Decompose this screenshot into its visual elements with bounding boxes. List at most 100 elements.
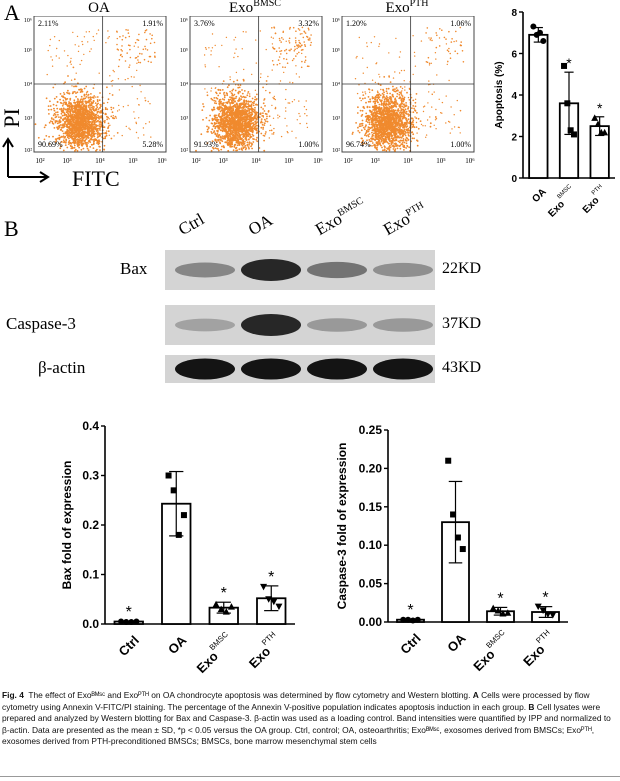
caption-divider [0, 776, 620, 777]
x-category-sup: BMSC [484, 627, 507, 650]
blot-strip [165, 355, 435, 383]
y-axis-label: Bax fold of expression [60, 461, 74, 590]
y-tick-label: 6 [511, 50, 517, 61]
x-category-main: OA [531, 187, 549, 205]
x-category-main: Exo [520, 641, 548, 669]
x-category-label: ExoBMSC [467, 627, 513, 673]
flow-plot-title: ExoPTH [332, 0, 482, 17]
data-point [222, 608, 230, 615]
data-point [265, 596, 273, 603]
x-tick-label: 10³ [218, 157, 227, 165]
data-point [414, 616, 421, 623]
x-category-label: Ctrl [115, 632, 141, 658]
data-point [504, 609, 512, 616]
significance-star: * [497, 590, 503, 607]
flow-plot-title-sup: PTH [409, 0, 429, 9]
x-category-sup: PTH [260, 629, 277, 646]
data-point [530, 23, 537, 30]
y-tick-label: 10⁵ [332, 48, 340, 54]
y-tick-label: 10⁵ [180, 48, 188, 54]
x-category-main: Exo [470, 646, 498, 674]
data-point [454, 534, 461, 541]
x-category-main: Exo [193, 648, 221, 676]
quadrant-percentage: 1.06% [450, 19, 471, 28]
y-tick-label: 10² [180, 148, 188, 154]
data-point [133, 618, 140, 625]
x-category-label: Ctrl [397, 630, 423, 656]
y-tick-label: 2 [511, 133, 517, 144]
data-point [564, 100, 571, 107]
blot-row-name: Bax [120, 259, 148, 278]
x-tick-label: 10⁴ [403, 157, 413, 165]
y-tick-label: 0.1 [82, 568, 99, 582]
data-point [540, 38, 547, 45]
quadrant-percentage: 1.20% [346, 19, 367, 28]
flow-plot-title-sup: BMSC [253, 0, 281, 9]
data-point [217, 605, 225, 613]
y-axis-label: Caspase-3 fold of expression [335, 443, 349, 610]
blot-row-name: Caspase-3 [6, 314, 76, 333]
y-tick-label: 0 [511, 174, 517, 185]
quadrant-percentage: 2.11% [38, 19, 59, 28]
x-tick-label: 10² [191, 157, 200, 165]
lane-label: ExoBMSC [312, 195, 370, 240]
quadrant-percentage: 90.69% [38, 140, 63, 149]
data-point [489, 604, 497, 612]
data-point [227, 603, 235, 610]
x-tick-label: 10² [343, 157, 352, 165]
data-point [459, 546, 466, 553]
blot-strip [165, 305, 435, 345]
x-tick-label: 10⁶ [157, 157, 167, 165]
quadrant-percentage: 1.00% [298, 140, 319, 149]
y-tick-label: 10⁴ [24, 82, 32, 88]
lane-label-sup: BMSC [335, 195, 366, 219]
data-point [450, 511, 457, 518]
y-tick-label: 4 [511, 91, 517, 102]
data-point [539, 607, 547, 614]
data-point [165, 472, 172, 479]
caption-b-label: B [528, 701, 535, 712]
data-point [123, 619, 130, 626]
data-point [549, 612, 557, 619]
x-category-label: OA [165, 632, 190, 657]
x-category-sup: BMSC [207, 629, 230, 652]
caption-a-text: Cells were processed by flow cytometry u… [2, 690, 590, 712]
flow-plot-title: ExoBMSC [180, 0, 330, 17]
blot-band [175, 318, 235, 332]
blot-band [307, 261, 367, 279]
data-point [534, 603, 542, 611]
y-tick-label: 0.20 [359, 461, 383, 475]
lane-label-sup: PTH [403, 199, 426, 219]
x-category-main: Ctrl [115, 632, 141, 658]
quadrant-percentage: 5.28% [142, 140, 163, 149]
x-tick-label: 10⁵ [128, 157, 138, 165]
lane-label-text: Ctrl [175, 209, 208, 240]
x-tick-label: 10⁴ [251, 157, 261, 165]
x-tick-label: 10⁵ [436, 157, 446, 165]
blot-row-name: β-actin [38, 358, 86, 377]
blot-row-size: 22KD [442, 260, 482, 277]
x-category-main: OA [165, 632, 190, 657]
x-category-label: OA [444, 630, 469, 655]
significance-star: * [126, 604, 132, 621]
figure-caption: Fig. 4 The effect of Exoᴮᴹˢᶜ and Exoᴾᵀᴴ … [2, 690, 618, 748]
y-tick-label: 10⁶ [24, 18, 32, 24]
scatter-dots [351, 26, 465, 152]
blot-band [373, 262, 433, 278]
y-tick-label: 10⁴ [332, 82, 340, 88]
caspase3-bar-chart: Caspase-3 fold of expression 0.00 0.05 0.10… [335, 423, 568, 674]
panel-b-label: B [4, 216, 19, 241]
data-point [118, 618, 125, 625]
quadrant-percentage: 1.00% [450, 140, 471, 149]
data-point [561, 62, 568, 69]
significance-star: * [268, 569, 274, 586]
x-category-label: ExoPTH [243, 629, 284, 670]
data-point [499, 610, 507, 617]
quadrant-percentage: 1.91% [142, 19, 163, 28]
y-tick-label: 10⁶ [180, 18, 188, 24]
data-point [536, 29, 543, 36]
x-category-main: Exo [547, 199, 568, 220]
blot-row-size: 43KD [442, 359, 482, 376]
blot-band [307, 318, 367, 332]
